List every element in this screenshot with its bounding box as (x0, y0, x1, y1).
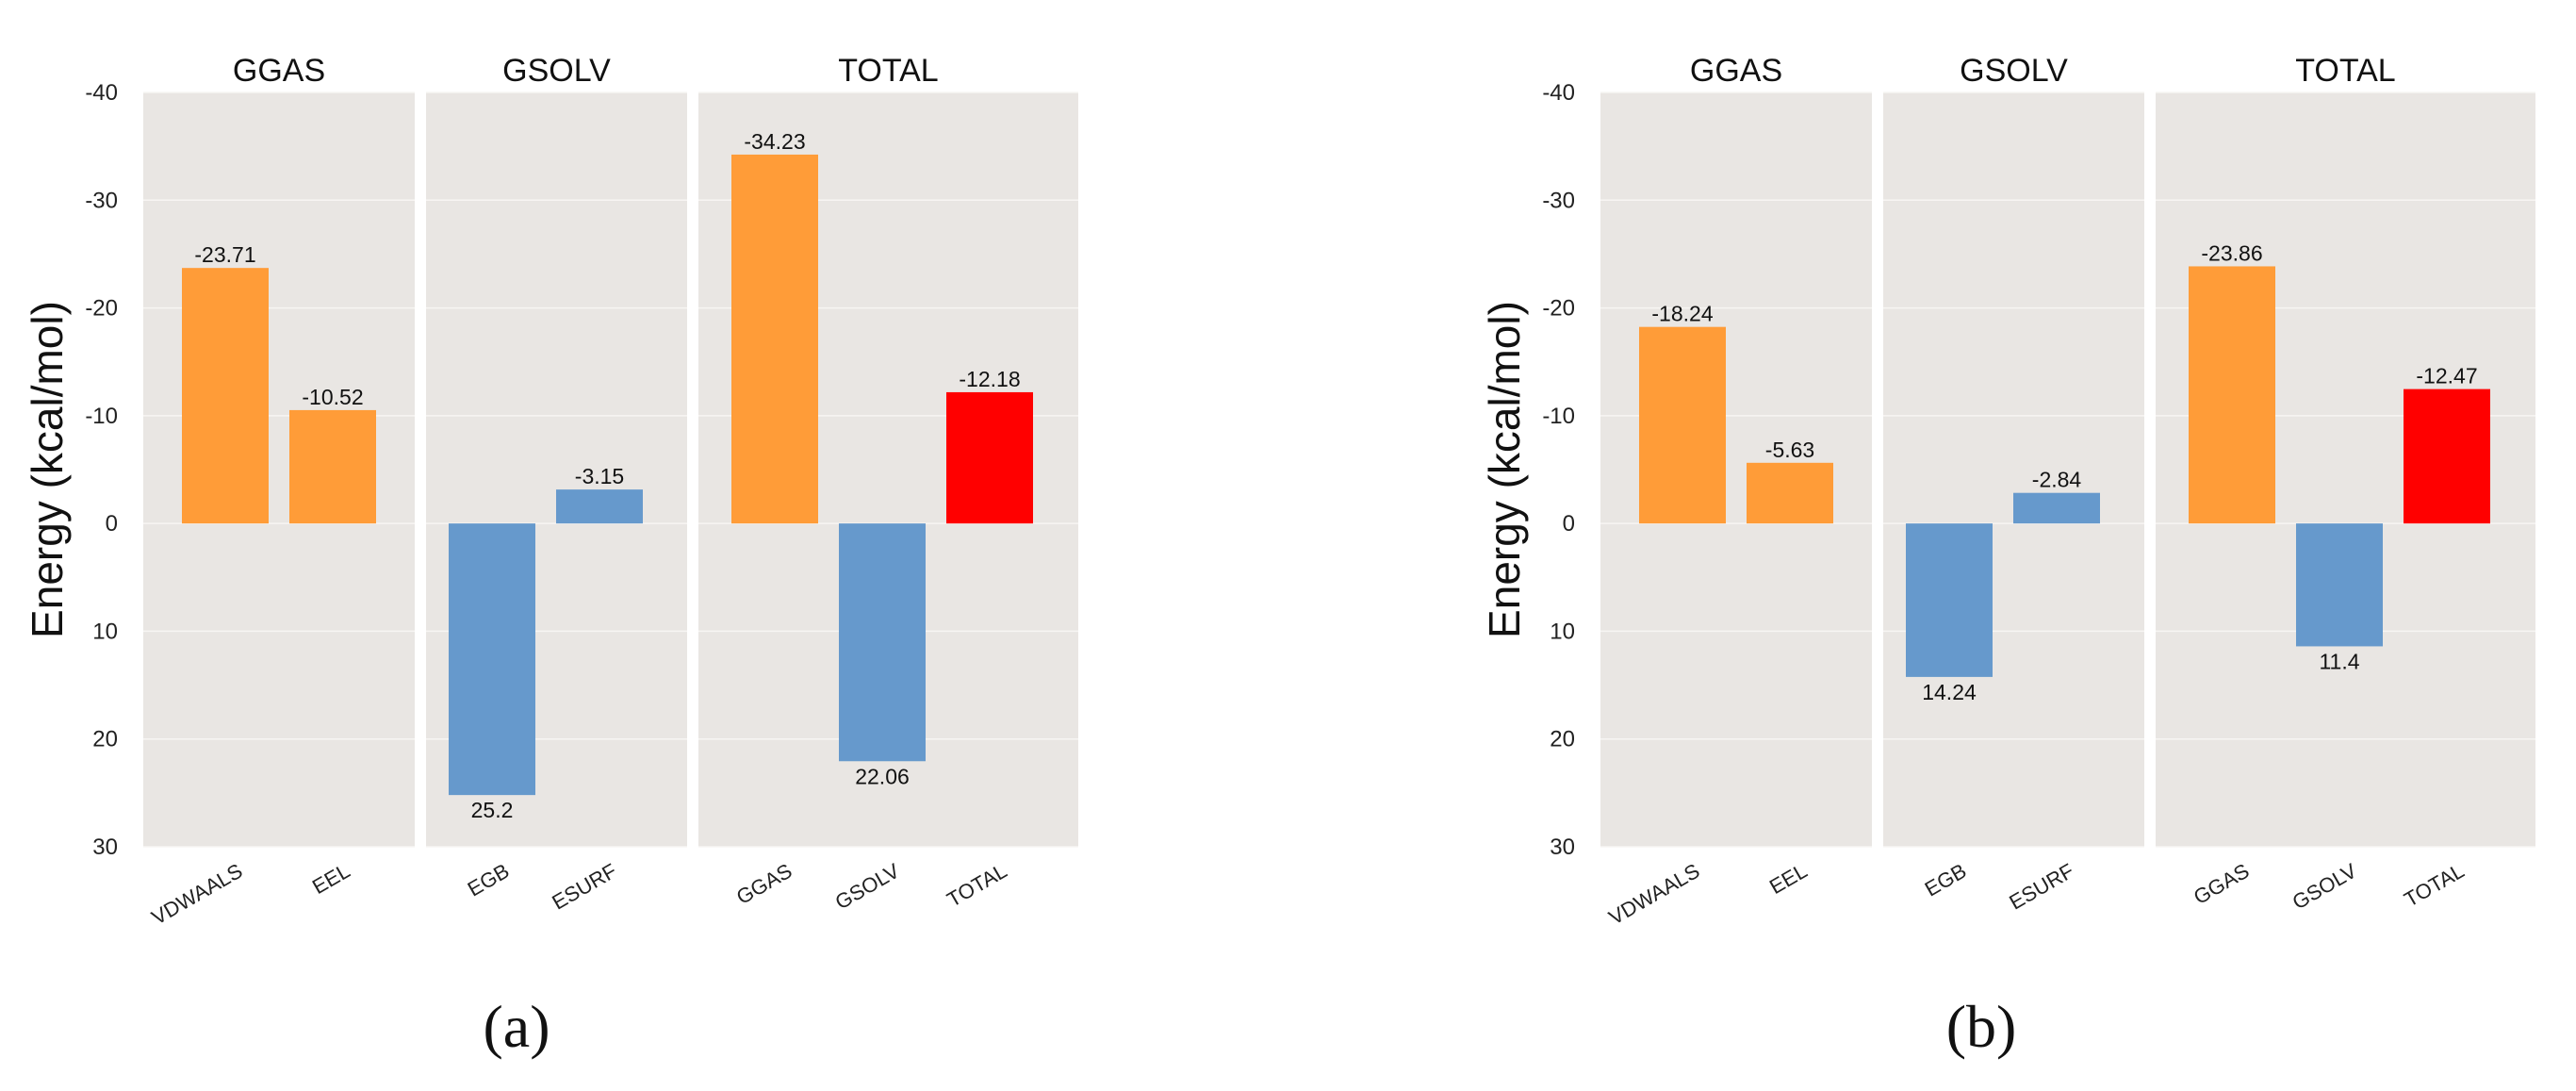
panel-total: TOTAL -23.86 GGAS 11.4 GSOLV -12.47 TOTAL (2156, 53, 2535, 914)
y-tick-label: -40 (85, 80, 118, 106)
x-tick-label: GGAS (2190, 859, 2254, 909)
data-label: 11.4 (2319, 649, 2359, 673)
bar-eel (289, 409, 376, 524)
panel-title: GSOLV (502, 53, 611, 89)
x-tick-label: TOTAL (2400, 859, 2468, 912)
y-tick-label: 10 (92, 619, 118, 644)
bar-esurf (2013, 492, 2100, 524)
chart-b: Energy (kcal/mol) -40 -30 -20 -10 0 10 20 30 GGAS… (1480, 53, 2535, 1060)
y-tick-label: 30 (92, 835, 118, 860)
bar-eel (1747, 462, 1833, 524)
x-tick-label: EEL (308, 859, 354, 899)
bar-vdwaals (1639, 326, 1726, 524)
y-tick-label: -40 (1542, 80, 1575, 106)
panel-title: GGAS (233, 53, 325, 89)
data-label: -5.63 (1765, 438, 1814, 462)
data-label: -18.24 (1651, 302, 1713, 326)
panel-ggas: GGAS -23.71 VDWAALS -10.52 EEL (143, 53, 415, 930)
panel-title: GSOLV (1960, 53, 2068, 89)
x-tick-label: GGAS (732, 859, 796, 909)
x-tick-label: GSOLV (2289, 859, 2361, 915)
y-axis-label: Energy (kcal/mol) (1480, 301, 1529, 638)
panel-title: GGAS (1690, 53, 1782, 89)
y-tick-label: -10 (85, 404, 118, 429)
bar-gsolv (2296, 523, 2383, 647)
bar-total (946, 391, 1033, 524)
y-tick-label: -30 (85, 188, 118, 213)
y-tick-label: 20 (1550, 727, 1575, 752)
data-label: -23.71 (194, 242, 255, 267)
data-label: -12.18 (959, 367, 1020, 391)
y-tick-label: 20 (92, 727, 118, 752)
panel-title: TOTAL (838, 53, 938, 89)
bar-esurf (556, 489, 643, 524)
panel-total: TOTAL -34.23 GGAS 22.06 GSOLV -12.18 TOTAL (698, 53, 1078, 914)
x-tick-label: EGB (464, 859, 514, 901)
bar-gsolv (839, 523, 926, 762)
data-label: 22.06 (855, 764, 910, 788)
data-label: 14.24 (1922, 680, 1977, 704)
x-tick-label: TOTAL (943, 859, 1010, 912)
y-tick-label: 30 (1550, 835, 1575, 860)
y-tick-label: -20 (1542, 296, 1575, 322)
data-label: -2.84 (2032, 468, 2082, 492)
x-tick-label: GSOLV (831, 859, 904, 915)
x-tick-label: ESURF (548, 859, 620, 915)
x-tick-label: EEL (1765, 859, 1812, 899)
data-label: -34.23 (744, 129, 805, 154)
bar-total (2404, 388, 2490, 524)
panel-ggas: GGAS -18.24 VDWAALS -5.63 EEL (1600, 53, 1872, 930)
x-tick-label: VDWAALS (148, 859, 247, 930)
subfigure-label: (a) (483, 993, 550, 1060)
panel-gsolv: GSOLV 14.24 EGB -2.84 ESURF (1883, 53, 2144, 915)
data-label: -12.47 (2416, 364, 2477, 388)
bar-vdwaals (182, 268, 269, 524)
x-tick-label: ESURF (2005, 859, 2077, 915)
bar-ggas (2189, 266, 2275, 524)
bar-ggas (731, 154, 818, 524)
y-axis-label: Energy (kcal/mol) (23, 301, 72, 638)
x-tick-label: EGB (1921, 859, 1971, 901)
y-tick-label: -20 (85, 296, 118, 322)
panel-title: TOTAL (2295, 53, 2395, 89)
bar-egb (449, 523, 535, 796)
y-tick-label: 10 (1550, 619, 1575, 644)
data-label: -10.52 (302, 385, 363, 409)
bar-egb (1906, 523, 1993, 677)
x-tick-label: VDWAALS (1605, 859, 1704, 930)
y-tick-label: 0 (106, 511, 118, 537)
y-tick-label: 0 (1563, 511, 1575, 537)
subfigure-label: (b) (1946, 993, 2017, 1060)
chart-a: Energy (kcal/mol) -40 -30 -20 -10 0 10 20 30 GGAS… (23, 53, 1078, 1060)
data-label: 25.2 (471, 798, 514, 822)
panel-gsolv: GSOLV 25.2 EGB -3.15 ESURF (426, 53, 687, 915)
y-tick-label: -30 (1542, 188, 1575, 213)
data-label: -3.15 (575, 464, 624, 488)
data-label: -23.86 (2201, 240, 2262, 265)
y-tick-label: -10 (1542, 404, 1575, 429)
panel-background (1883, 92, 2144, 847)
